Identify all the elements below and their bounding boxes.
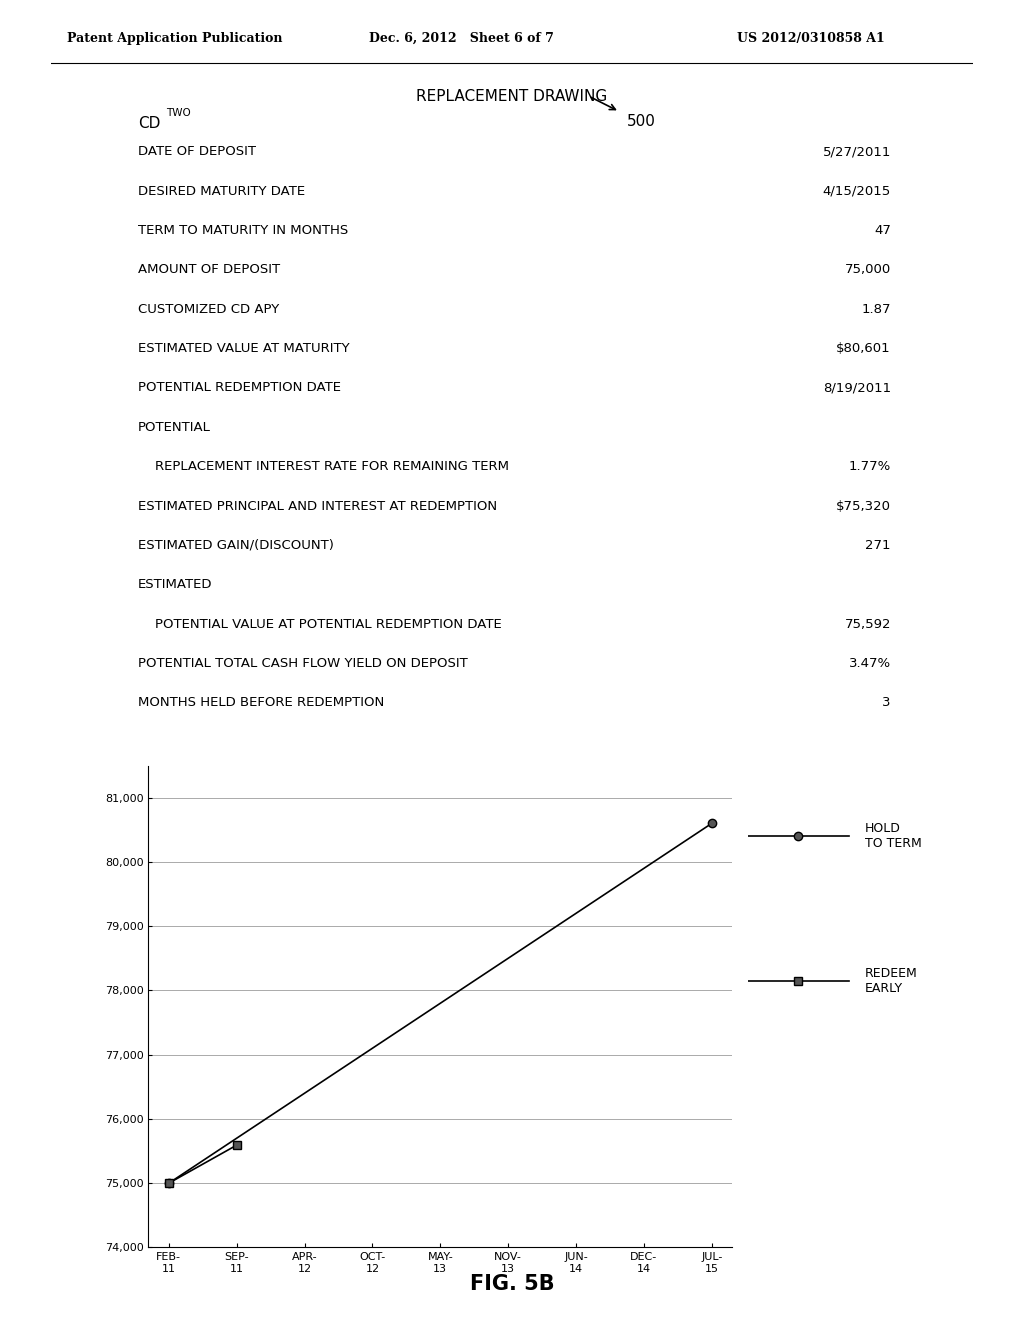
Text: ESTIMATED GAIN/(DISCOUNT): ESTIMATED GAIN/(DISCOUNT) bbox=[138, 539, 334, 552]
Text: 271: 271 bbox=[865, 539, 891, 552]
Text: 500: 500 bbox=[627, 115, 655, 129]
Text: 4/15/2015: 4/15/2015 bbox=[822, 185, 891, 198]
Text: FIG. 5B: FIG. 5B bbox=[470, 1274, 554, 1294]
Text: Dec. 6, 2012   Sheet 6 of 7: Dec. 6, 2012 Sheet 6 of 7 bbox=[369, 32, 554, 45]
Text: DESIRED MATURITY DATE: DESIRED MATURITY DATE bbox=[138, 185, 305, 198]
Text: DATE OF DEPOSIT: DATE OF DEPOSIT bbox=[138, 145, 256, 158]
Text: 3: 3 bbox=[883, 697, 891, 709]
Text: 47: 47 bbox=[874, 224, 891, 238]
Text: POTENTIAL: POTENTIAL bbox=[138, 421, 211, 434]
Text: 1.87: 1.87 bbox=[861, 302, 891, 315]
Text: ESTIMATED VALUE AT MATURITY: ESTIMATED VALUE AT MATURITY bbox=[138, 342, 350, 355]
Text: REPLACEMENT DRAWING: REPLACEMENT DRAWING bbox=[417, 90, 607, 104]
Text: Patent Application Publication: Patent Application Publication bbox=[67, 32, 282, 45]
Text: CUSTOMIZED CD APY: CUSTOMIZED CD APY bbox=[138, 302, 280, 315]
Text: ESTIMATED PRINCIPAL AND INTEREST AT REDEMPTION: ESTIMATED PRINCIPAL AND INTEREST AT REDE… bbox=[138, 499, 498, 512]
Text: POTENTIAL REDEMPTION DATE: POTENTIAL REDEMPTION DATE bbox=[138, 381, 341, 395]
Text: HOLD
TO TERM: HOLD TO TERM bbox=[864, 822, 922, 850]
Text: TWO: TWO bbox=[166, 108, 190, 119]
Text: 1.77%: 1.77% bbox=[849, 461, 891, 473]
Text: US 2012/0310858 A1: US 2012/0310858 A1 bbox=[737, 32, 885, 45]
Text: ESTIMATED: ESTIMATED bbox=[138, 578, 213, 591]
Text: POTENTIAL TOTAL CASH FLOW YIELD ON DEPOSIT: POTENTIAL TOTAL CASH FLOW YIELD ON DEPOS… bbox=[138, 657, 468, 671]
Text: 8/19/2011: 8/19/2011 bbox=[822, 381, 891, 395]
Text: REPLACEMENT INTEREST RATE FOR REMAINING TERM: REPLACEMENT INTEREST RATE FOR REMAINING … bbox=[138, 461, 509, 473]
Text: TERM TO MATURITY IN MONTHS: TERM TO MATURITY IN MONTHS bbox=[138, 224, 348, 238]
Text: POTENTIAL VALUE AT POTENTIAL REDEMPTION DATE: POTENTIAL VALUE AT POTENTIAL REDEMPTION … bbox=[138, 618, 502, 631]
Text: 3.47%: 3.47% bbox=[849, 657, 891, 671]
Text: CD: CD bbox=[138, 116, 161, 132]
Text: $80,601: $80,601 bbox=[837, 342, 891, 355]
Text: 75,592: 75,592 bbox=[845, 618, 891, 631]
Text: MONTHS HELD BEFORE REDEMPTION: MONTHS HELD BEFORE REDEMPTION bbox=[138, 697, 384, 709]
Text: REDEEM
EARLY: REDEEM EARLY bbox=[864, 968, 918, 995]
Text: $75,320: $75,320 bbox=[836, 499, 891, 512]
Text: 75,000: 75,000 bbox=[845, 264, 891, 276]
Text: AMOUNT OF DEPOSIT: AMOUNT OF DEPOSIT bbox=[138, 264, 281, 276]
Text: 5/27/2011: 5/27/2011 bbox=[822, 145, 891, 158]
